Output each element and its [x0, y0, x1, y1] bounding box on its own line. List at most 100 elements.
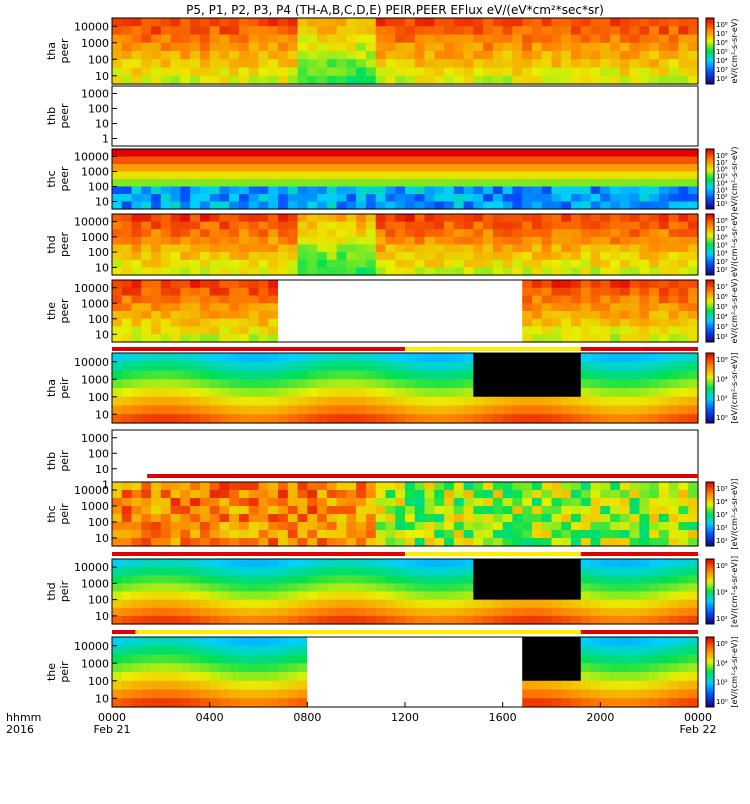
- pixel-cell: [151, 34, 162, 44]
- pixel-cell: [229, 567, 240, 576]
- pixel-cell: [375, 637, 387, 647]
- pixel-cell: [629, 244, 640, 253]
- pixel-cell: [649, 482, 660, 491]
- pixel-cell: [395, 361, 406, 372]
- pixel-cell: [346, 396, 357, 407]
- pixel-cell: [190, 530, 201, 539]
- pixel-cell: [463, 326, 474, 335]
- pixel-cell: [268, 599, 279, 609]
- pixel-cell: [658, 361, 670, 372]
- pixel-cell: [356, 591, 367, 601]
- pixel-cell: [512, 361, 523, 372]
- pixel-cell: [395, 149, 406, 158]
- pixel-cell: [365, 318, 377, 328]
- pixel-cell: [190, 259, 201, 268]
- pixel-cell: [619, 379, 631, 389]
- pixel-cell: [385, 326, 396, 335]
- pixel-cell: [121, 179, 133, 188]
- pixel-cell: [238, 637, 250, 647]
- pixel-cell: [444, 221, 455, 230]
- pixel-cell: [395, 311, 406, 320]
- pixel-cell: [346, 370, 357, 380]
- pixel-cell: [258, 311, 269, 320]
- pixel-cell: [590, 490, 601, 499]
- pixel-cell: [346, 75, 357, 85]
- pixel-cell: [248, 538, 260, 547]
- pixel-cell: [326, 229, 338, 238]
- pixel-cell: [619, 615, 631, 625]
- pixel-cell: [385, 186, 396, 195]
- pixel-cell: [219, 318, 230, 328]
- quality-flag-bar: [405, 347, 581, 351]
- pixel-cell: [151, 18, 162, 27]
- pixel-cell: [434, 361, 445, 372]
- pixel-cell: [219, 599, 230, 609]
- pixel-cell: [297, 51, 308, 60]
- pixel-cell: [209, 591, 221, 601]
- pixel-cell: [502, 575, 514, 584]
- pixel-cell: [629, 295, 640, 304]
- pixel-cell: [658, 149, 670, 158]
- pixel-cell: [375, 267, 387, 276]
- pixel-cell: [141, 482, 152, 491]
- pixel-cell: [610, 194, 621, 203]
- pixel-cell: [678, 194, 689, 203]
- pixel-cell: [405, 287, 416, 297]
- pixel-cell: [688, 396, 699, 407]
- pixel-cell: [346, 567, 357, 576]
- pixel-cell: [385, 607, 396, 617]
- pixel-cell: [688, 530, 699, 539]
- pixel-cell: [590, 575, 601, 584]
- pixel-cell: [580, 311, 592, 320]
- pixel-cell: [434, 201, 445, 210]
- pixel-cell: [629, 179, 640, 188]
- pixel-cell: [131, 267, 142, 276]
- pixel-cell: [307, 506, 318, 515]
- pixel-cell: [531, 186, 543, 195]
- pixel-cell: [180, 506, 191, 515]
- pixel-cell: [561, 303, 572, 312]
- pixel-cell: [453, 361, 465, 372]
- pixel-cell: [502, 318, 514, 328]
- pixel-cell: [356, 252, 367, 261]
- pixel-cell: [248, 42, 260, 52]
- pixel-cell: [375, 194, 387, 203]
- pixel-cell: [512, 663, 523, 673]
- pixel-cell: [522, 591, 533, 601]
- pixel-cell: [326, 311, 338, 320]
- pixel-cell: [160, 353, 172, 363]
- pixel-cell: [258, 559, 269, 568]
- pixel-cell: [229, 482, 240, 491]
- pixel-cell: [190, 179, 201, 188]
- pixel-cell: [414, 361, 426, 372]
- pixel-cell: [639, 201, 650, 210]
- pixel-cell: [414, 201, 426, 210]
- pixel-cell: [268, 67, 279, 77]
- pixel-cell: [151, 663, 162, 673]
- pixel-cell: [336, 405, 347, 415]
- pixel-cell: [444, 654, 455, 664]
- pixel-cell: [590, 680, 601, 691]
- pixel-cell: [199, 179, 211, 188]
- colorbar-tick-label: 10⁴: [716, 659, 728, 667]
- pixel-cell: [190, 149, 201, 158]
- pixel-cell: [453, 672, 465, 682]
- pixel-cell: [219, 482, 230, 491]
- pixel-cell: [610, 615, 621, 625]
- pixel-cell: [414, 698, 426, 708]
- pixel-cell: [541, 591, 553, 601]
- pixel-cell: [688, 353, 699, 363]
- pixel-cell: [639, 361, 650, 372]
- pixel-cell: [561, 615, 572, 625]
- pixel-cell: [375, 229, 387, 238]
- pixel-cell: [375, 379, 387, 389]
- pixel-cell: [492, 149, 504, 158]
- pixel-cell: [541, 530, 553, 539]
- pixel-cell: [336, 559, 347, 568]
- pixel-cell: [151, 179, 162, 188]
- pixel-cell: [199, 194, 211, 203]
- pixel-cell: [346, 156, 357, 165]
- pixel-cell: [551, 583, 562, 593]
- pixel-cell: [336, 34, 347, 44]
